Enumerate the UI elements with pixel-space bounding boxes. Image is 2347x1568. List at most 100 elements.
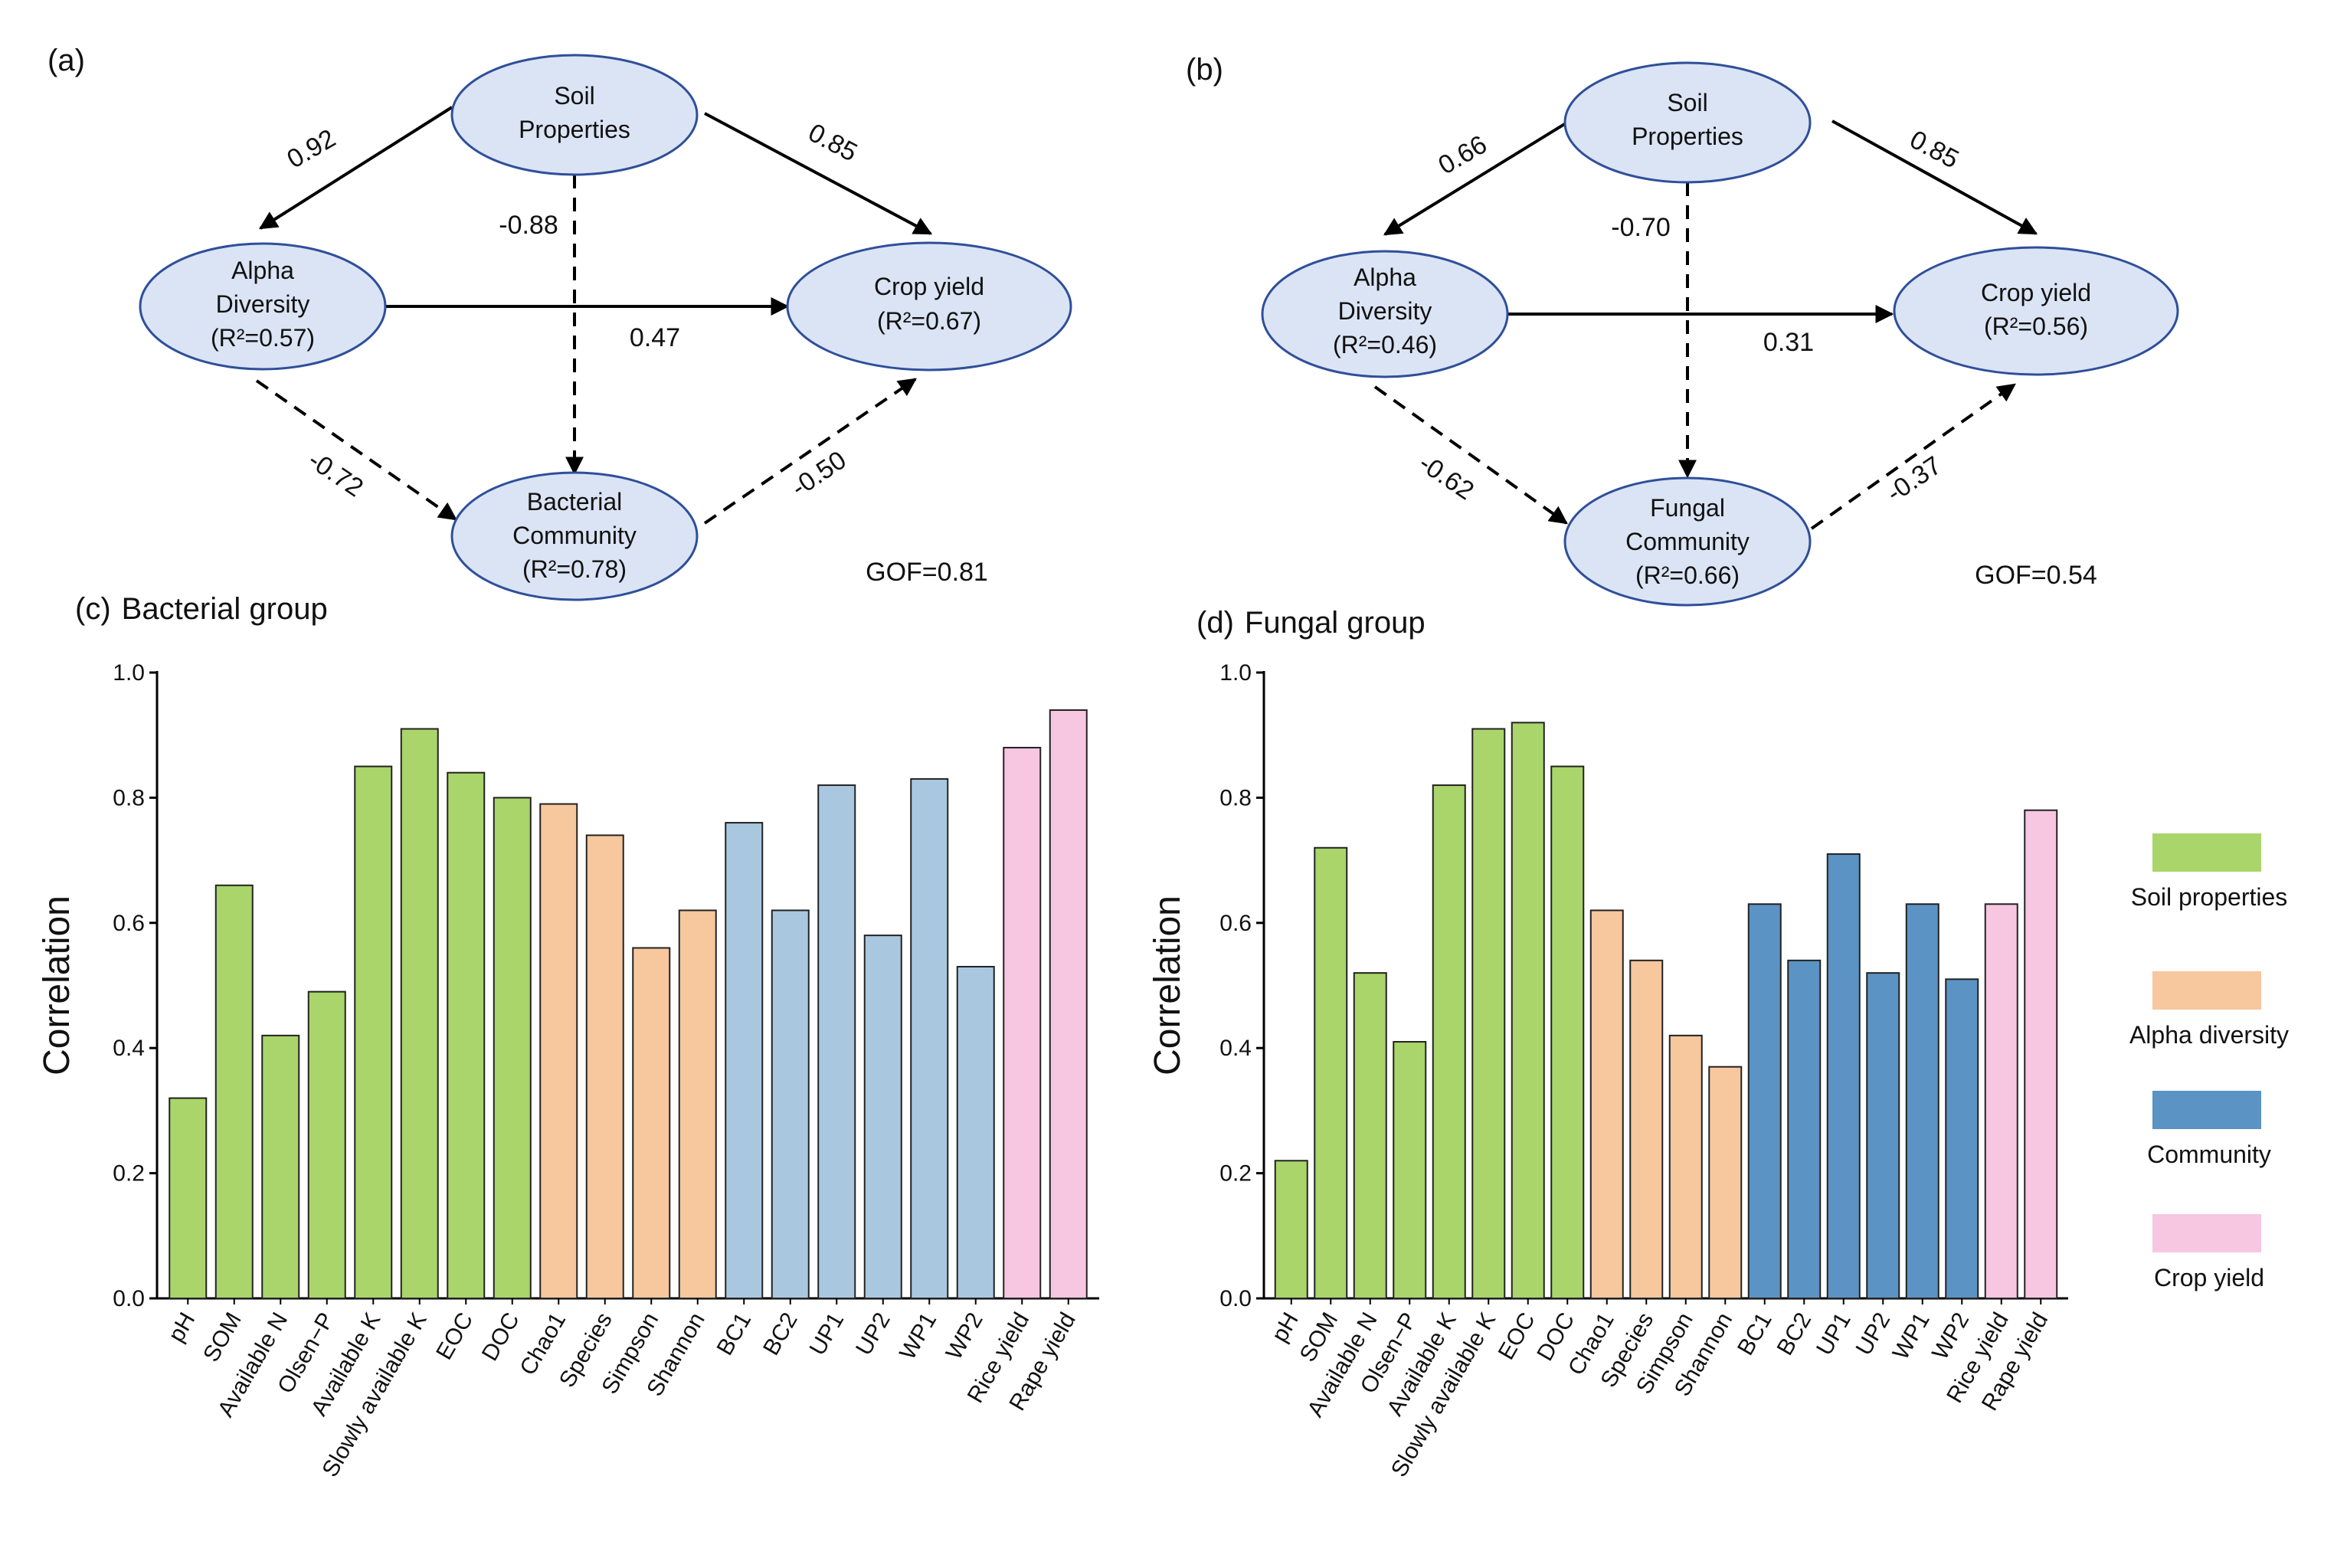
bar-19 [2024, 809, 2058, 1299]
legend: Soil properties Alpha diversity Community C… [2129, 833, 2289, 1291]
bar-5 [400, 728, 439, 1299]
bar-8 [539, 803, 578, 1299]
x-tick-label: BC1 [712, 1308, 757, 1360]
y-tick-label: 0.4 [113, 1036, 145, 1061]
y-axis-title: Correlation [1147, 895, 1188, 1075]
node-text: Diversity [1338, 297, 1432, 325]
bar-6 [1511, 722, 1545, 1299]
bar-17 [956, 965, 995, 1299]
bar-13 [771, 909, 810, 1299]
bar-15 [863, 935, 902, 1299]
node-text: (R²=0.78) [522, 555, 627, 583]
bar-0 [1274, 1160, 1308, 1300]
chart-title-text: Bacterial group [122, 592, 328, 626]
x-tick-label: DOC [477, 1308, 525, 1365]
path-community-crop [1810, 383, 2016, 530]
node-soil-properties: Soil Properties [1563, 61, 1812, 184]
x-tick-label: WP1 [1888, 1308, 1935, 1364]
bar-3 [1393, 1041, 1427, 1300]
coef-community-crop: -0.50 [786, 445, 851, 502]
node-text: Diversity [216, 290, 310, 318]
node-text: Soil [554, 82, 594, 110]
bar-chart-fungal: (d) Fungal group 0.0 0.2 0.4 0.6 0.8 1.0 Correla… [1147, 606, 2068, 1481]
bar-10 [1668, 1034, 1703, 1299]
coef-alpha-crop: 0.31 [1763, 328, 1814, 357]
legend-label-soil: Soil properties [2131, 883, 2288, 911]
coef-community-crop: -0.37 [1881, 450, 1946, 508]
x-tick-label: UP1 [1812, 1308, 1856, 1360]
bar-11 [678, 909, 717, 1299]
bar-4 [1432, 784, 1466, 1300]
node-text: (R²=0.56) [1984, 313, 2088, 340]
y-tick-label: 0.0 [1219, 1286, 1252, 1311]
panel-label: (c) [75, 592, 111, 626]
y-tick-label: 0.2 [113, 1161, 145, 1187]
chart-title: (c) Bacterial group [75, 592, 328, 626]
path-soil-crop [704, 112, 933, 235]
node-crop-yield: Crop yield (R²=0.67) [786, 241, 1072, 372]
legend-swatch-soil [2152, 833, 2261, 872]
bar-0 [169, 1097, 208, 1300]
x-tick-label: BC2 [1773, 1308, 1817, 1360]
node-community: Fungal Community (R²=0.66) [1563, 476, 1812, 607]
node-text: (R²=0.66) [1635, 561, 1740, 589]
y-tick-label: 1.0 [1219, 660, 1252, 686]
sem-diagram-b: (b) 0.66 0.85 -0.70 0.31 -0.62 -0.37 Soi… [1186, 53, 2179, 607]
node-community: Bacterial Community (R²=0.78) [450, 471, 699, 601]
path-alpha-community [255, 379, 457, 521]
node-text: Fungal [1650, 494, 1725, 522]
x-tick-label: pH [164, 1308, 201, 1347]
node-text: Properties [1632, 123, 1743, 150]
coef-soil-alpha: 0.92 [282, 123, 340, 174]
node-soil-properties: Soil Properties [450, 54, 699, 176]
bar-11 [1708, 1066, 1743, 1299]
x-tick-label: BC2 [758, 1308, 803, 1360]
y-tick-label: 0.6 [1219, 911, 1252, 936]
sem-diagram-a: (a) 0.92 0.85 -0.88 0.47 -0.72 -0.50 Soi… [47, 44, 1072, 601]
y-tick-label: 0.0 [113, 1286, 145, 1311]
x-tick-label: SOM [198, 1308, 247, 1367]
bar-12 [725, 822, 764, 1299]
node-text: Community [512, 522, 637, 549]
path-soil-alpha [1383, 113, 1581, 236]
panel-label-b: (b) [1186, 53, 1223, 87]
y-tick-label: 0.6 [113, 911, 145, 936]
bar-19 [1049, 709, 1088, 1299]
gof-label: GOF=0.54 [1975, 561, 2097, 590]
path-community-crop [703, 378, 917, 525]
node-text: Bacterial [527, 488, 623, 516]
bar-1 [214, 884, 254, 1299]
node-text: Crop yield [1981, 279, 2091, 306]
legend-label-crop: Crop yield [2154, 1264, 2264, 1291]
bar-18 [1984, 903, 2018, 1300]
node-text: Alpha [231, 257, 294, 284]
y-tick-label: 0.4 [1219, 1036, 1252, 1061]
node-alpha-diversity: Alpha Diversity (R²=0.46) [1261, 250, 1509, 378]
bar-2 [261, 1034, 300, 1299]
bar-6 [447, 771, 486, 1299]
bar-18 [1003, 747, 1042, 1299]
node-text: Community [1625, 528, 1750, 555]
bar-5 [1471, 728, 1506, 1299]
node-text: Properties [519, 116, 630, 143]
legend-swatch-crop [2152, 1214, 2261, 1252]
legend-swatch-community [2152, 1091, 2261, 1129]
bar-14 [1826, 853, 1861, 1300]
coef-soil-community: -0.88 [499, 211, 558, 240]
chart-title: (d) Fungal group [1196, 606, 1426, 640]
y-tick-label: 1.0 [113, 660, 145, 686]
panel-label: (d) [1196, 606, 1234, 640]
y-tick-label: 0.8 [113, 785, 145, 810]
chart-title-text: Fungal group [1245, 606, 1426, 640]
node-text: (R²=0.57) [211, 324, 315, 352]
x-tick-label: WP1 [895, 1308, 941, 1364]
bar-7 [493, 797, 532, 1299]
bar-14 [817, 784, 856, 1300]
coef-soil-community: -0.70 [1611, 213, 1671, 242]
coef-alpha-community: -0.62 [1413, 448, 1478, 506]
node-text: Crop yield [874, 273, 984, 300]
bar-3 [307, 990, 346, 1300]
x-tick-label: BC1 [1733, 1308, 1777, 1360]
legend-swatch-alpha [2152, 971, 2261, 1010]
